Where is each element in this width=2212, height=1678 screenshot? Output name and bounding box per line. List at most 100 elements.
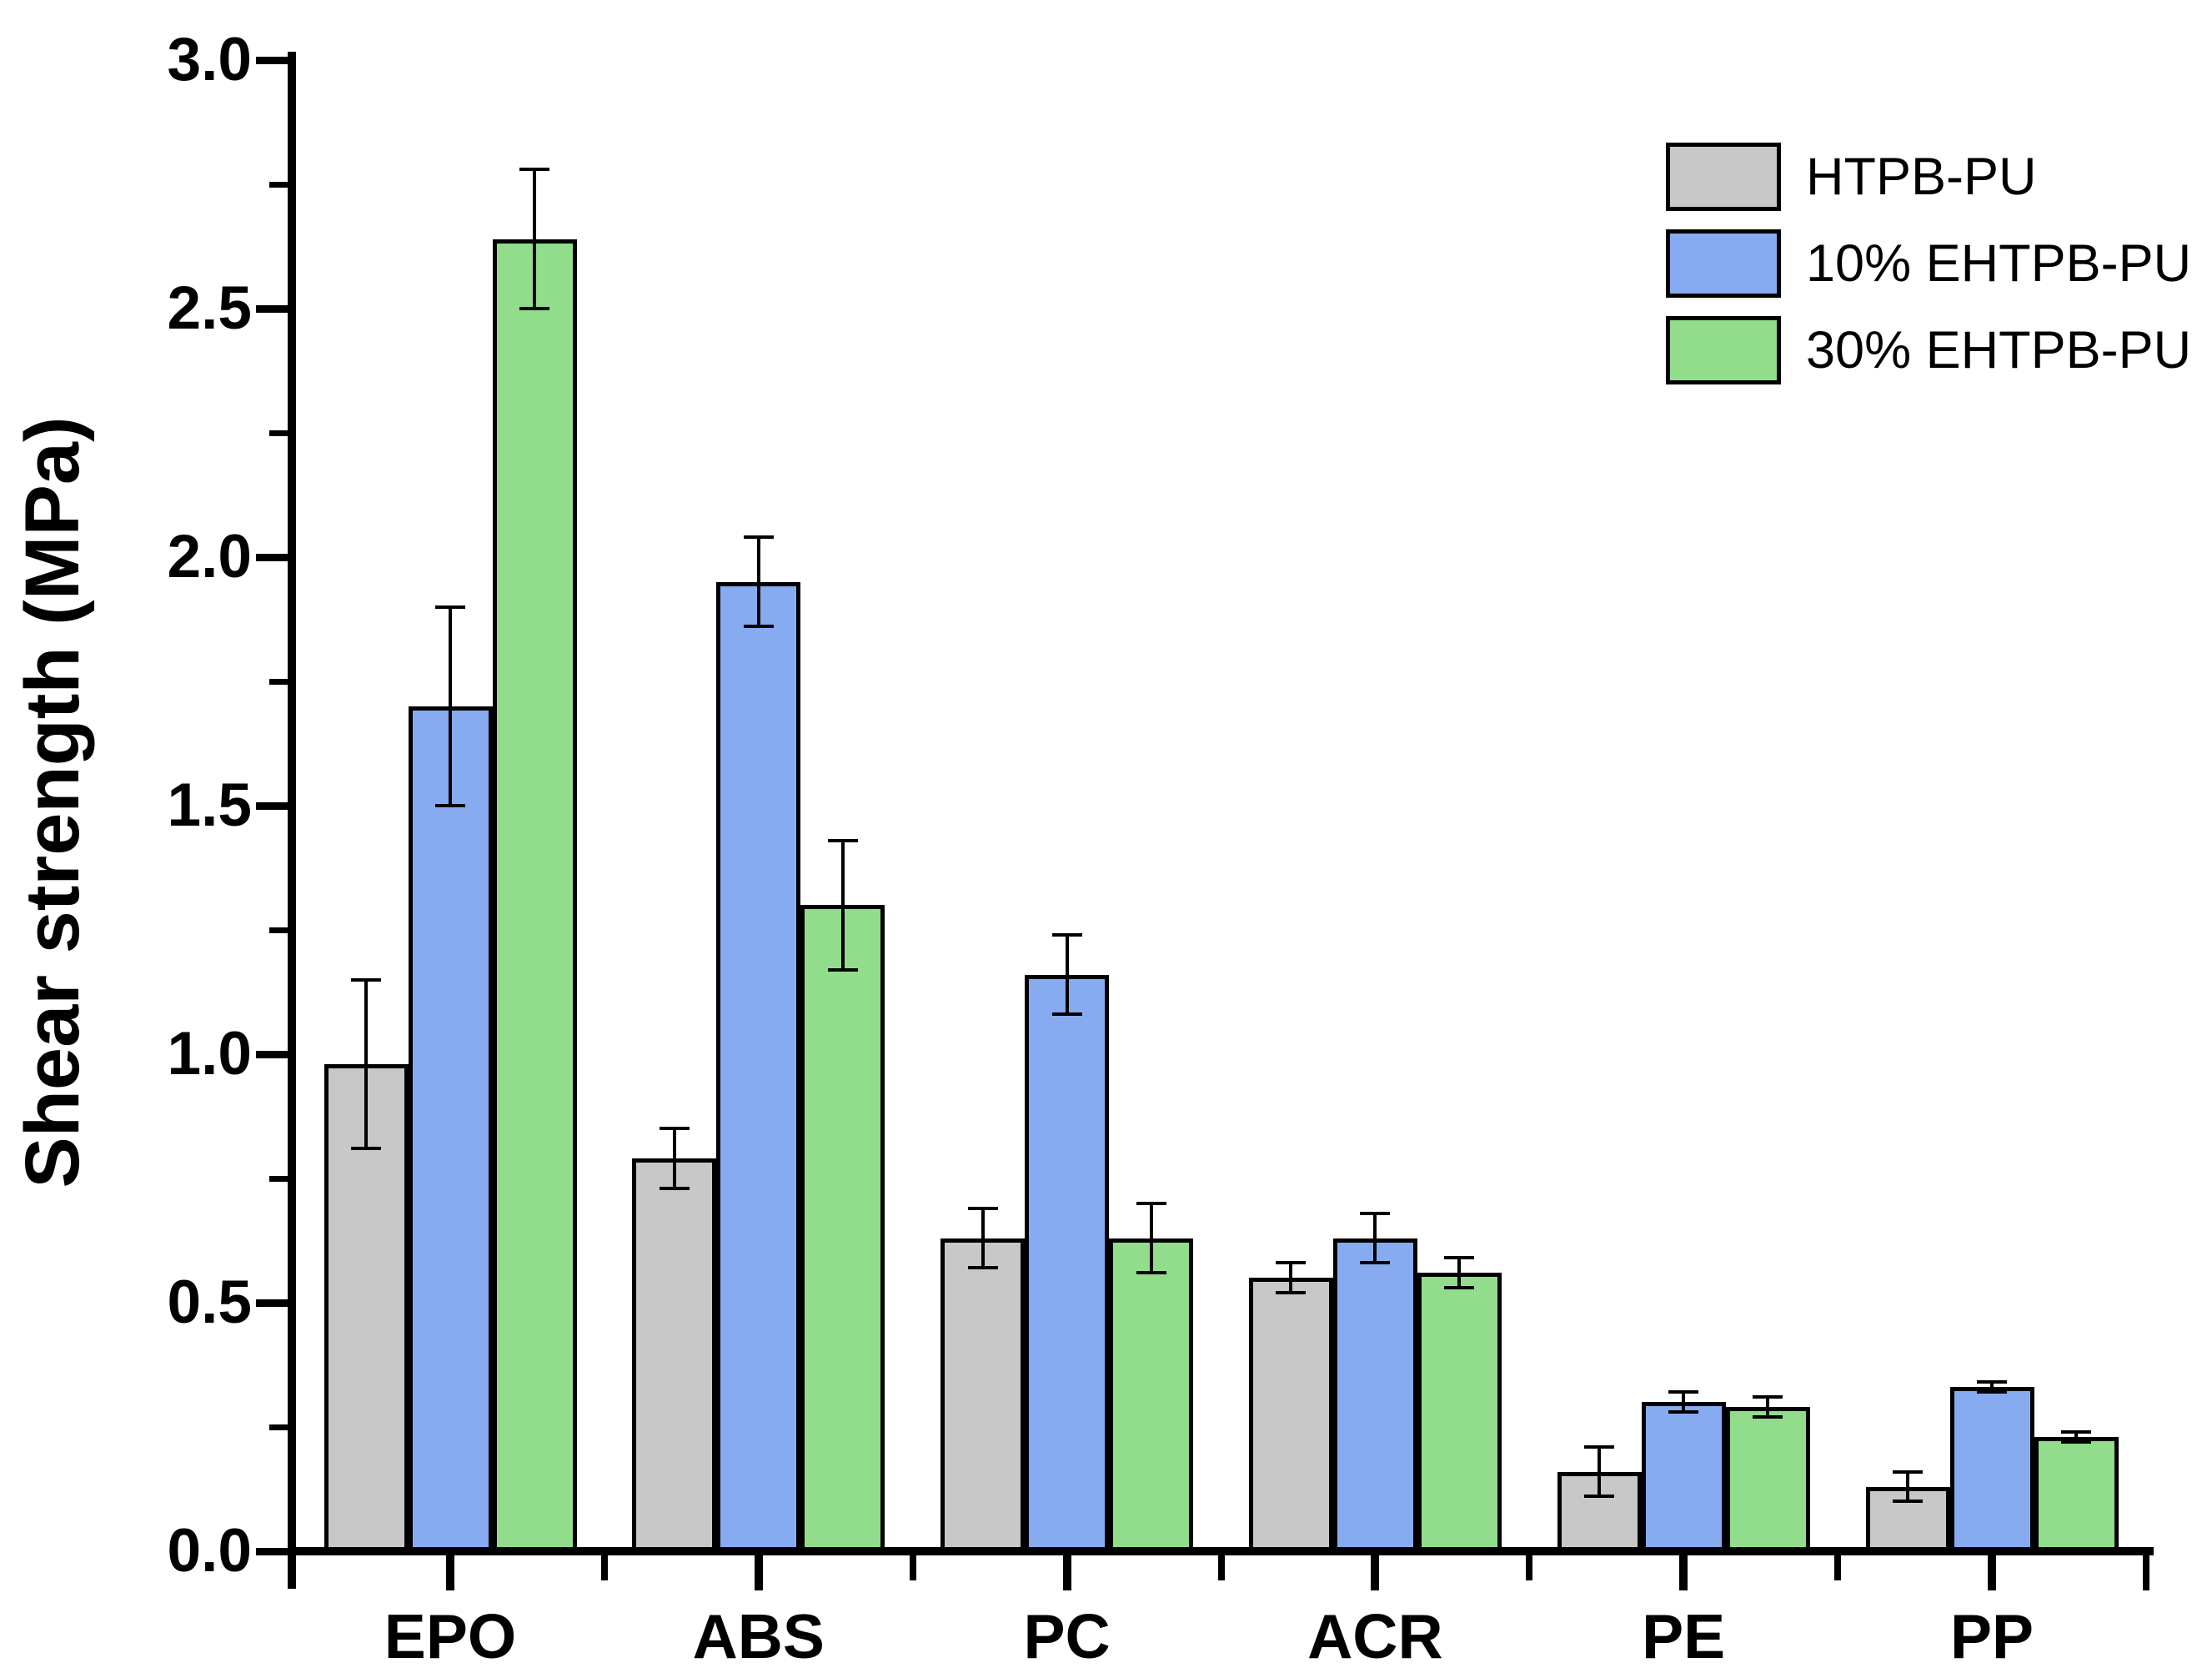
error-cap-top-PC-HTPB-PU: [967, 1206, 998, 1210]
error-bar-ACR-10% EHTPB-PU: [1373, 1213, 1377, 1264]
error-cap-bottom-PP-30% EHTPB-PU: [2061, 1439, 2091, 1444]
bar-PC-30% EHTPB-PU: [1109, 1238, 1194, 1555]
y-tick-label-2.0: 2.0: [167, 523, 252, 590]
x-minor-tick: [909, 1555, 916, 1580]
y-major-tick-2.5: [256, 304, 288, 313]
bar-ABS-10% EHTPB-PU: [716, 581, 801, 1555]
error-cap-bottom-PE-10% EHTPB-PU: [1668, 1410, 1699, 1414]
error-cap-bottom-PC-30% EHTPB-PU: [1136, 1271, 1166, 1275]
error-cap-top-ACR-30% EHTPB-PU: [1444, 1256, 1475, 1260]
x-major-tick-EPO: [446, 1555, 454, 1590]
bar-PE-30% EHTPB-PU: [1725, 1407, 1810, 1555]
y-major-tick-3.0: [256, 56, 288, 64]
legend-swatch-10-ehtpb-pu: [1666, 229, 1781, 298]
bar-PP-30% EHTPB-PU: [2034, 1436, 2119, 1555]
error-bar-PP-10% EHTPB-PU: [1990, 1382, 1994, 1393]
error-bar-PE-10% EHTPB-PU: [1682, 1392, 1686, 1413]
y-major-tick-0.0: [256, 1547, 288, 1555]
x-major-tick-PP: [1988, 1555, 1996, 1590]
y-major-tick-0.5: [256, 1299, 288, 1307]
legend-label-30-ehtpb-pu: 30% EHTPB-PU: [1806, 321, 2192, 379]
y-tick-label-0.0: 0.0: [167, 1517, 252, 1585]
error-bar-EPO-30% EHTPB-PU: [533, 169, 536, 309]
bar-ABS-HTPB-PU: [632, 1158, 717, 1555]
error-cap-top-ACR-HTPB-PU: [1276, 1261, 1307, 1265]
bar-PC-HTPB-PU: [940, 1238, 1026, 1555]
error-cap-bottom-EPO-10% EHTPB-PU: [435, 804, 465, 807]
bar-ACR-10% EHTPB-PU: [1332, 1238, 1417, 1555]
legend-item-htpb-pu: HTPB-PU: [1666, 133, 2191, 220]
x-major-tick-ACR: [1371, 1555, 1380, 1590]
error-cap-top-EPO-30% EHTPB-PU: [519, 168, 549, 172]
error-cap-bottom-ABS-30% EHTPB-PU: [827, 967, 858, 972]
error-cap-top-PP-10% EHTPB-PU: [1977, 1380, 2007, 1384]
legend-swatch-htpb-pu: [1666, 143, 1781, 211]
error-cap-bottom-PP-HTPB-PU: [1893, 1500, 1923, 1504]
y-minor-tick: [269, 678, 288, 685]
error-bar-ABS-HTPB-PU: [672, 1128, 676, 1188]
x-axis-line: [288, 1547, 2154, 1555]
error-cap-bottom-ACR-10% EHTPB-PU: [1360, 1261, 1391, 1265]
x-tick-label-PC: PC: [1023, 1601, 1111, 1671]
error-bar-PE-30% EHTPB-PU: [1766, 1397, 1770, 1418]
error-cap-bottom-EPO-30% EHTPB-PU: [519, 307, 549, 310]
y-axis-line: [288, 52, 296, 1589]
y-minor-tick: [269, 927, 288, 933]
x-minor-tick: [2142, 1555, 2149, 1590]
error-bar-ABS-10% EHTPB-PU: [756, 537, 760, 627]
y-minor-tick: [269, 1424, 288, 1430]
error-cap-top-PE-30% EHTPB-PU: [1753, 1395, 1783, 1399]
bar-PE-10% EHTPB-PU: [1641, 1402, 1726, 1555]
x-minor-tick: [1217, 1555, 1225, 1580]
error-cap-top-ACR-10% EHTPB-PU: [1360, 1211, 1391, 1215]
error-cap-top-ABS-30% EHTPB-PU: [827, 838, 858, 842]
error-cap-top-PE-HTPB-PU: [1584, 1444, 1615, 1449]
legend-label-10-ehtpb-pu: 10% EHTPB-PU: [1806, 234, 2192, 293]
error-cap-top-PE-10% EHTPB-PU: [1668, 1390, 1699, 1394]
error-bar-PC-10% EHTPB-PU: [1065, 934, 1069, 1015]
error-bar-ACR-30% EHTPB-PU: [1457, 1258, 1462, 1289]
y-tick-label-2.5: 2.5: [167, 274, 252, 342]
bar-ACR-30% EHTPB-PU: [1417, 1273, 1502, 1555]
legend-swatch-30-ehtpb-pu: [1666, 316, 1781, 384]
y-tick-label-0.5: 0.5: [167, 1269, 252, 1336]
y-major-tick-1.5: [256, 801, 288, 810]
x-tick-label-ACR: ACR: [1307, 1601, 1443, 1671]
error-cap-bottom-PE-30% EHTPB-PU: [1753, 1415, 1783, 1419]
error-cap-bottom-ACR-30% EHTPB-PU: [1444, 1286, 1475, 1290]
error-cap-top-PP-30% EHTPB-PU: [2061, 1429, 2091, 1434]
x-major-tick-PC: [1062, 1555, 1071, 1590]
y-minor-tick: [269, 1175, 288, 1182]
error-bar-PP-HTPB-PU: [1906, 1471, 1909, 1502]
error-cap-bottom-PP-10% EHTPB-PU: [1977, 1390, 2007, 1394]
y-tick-label-1.0: 1.0: [167, 1020, 252, 1088]
x-tick-label-PE: PE: [1642, 1601, 1726, 1671]
error-bar-PP-30% EHTPB-PU: [2074, 1431, 2078, 1442]
error-cap-bottom-PC-HTPB-PU: [967, 1266, 998, 1270]
error-bar-ACR-HTPB-PU: [1289, 1263, 1293, 1294]
bar-PP-10% EHTPB-PU: [1949, 1387, 2034, 1555]
bar-EPO-10% EHTPB-PU: [408, 706, 493, 1555]
y-minor-tick: [269, 430, 288, 436]
bar-PC-10% EHTPB-PU: [1025, 974, 1110, 1555]
error-bar-EPO-HTPB-PU: [364, 979, 368, 1149]
error-bar-PC-HTPB-PU: [981, 1208, 985, 1269]
error-cap-top-PC-10% EHTPB-PU: [1051, 932, 1082, 937]
y-major-tick-2.0: [256, 553, 288, 561]
x-tick-label-PP: PP: [1949, 1601, 2034, 1671]
error-bar-PC-30% EHTPB-PU: [1149, 1203, 1153, 1274]
error-cap-bottom-EPO-HTPB-PU: [351, 1147, 381, 1151]
x-major-tick-PE: [1679, 1555, 1688, 1590]
error-bar-EPO-10% EHTPB-PU: [449, 606, 452, 806]
error-cap-top-PP-HTPB-PU: [1893, 1470, 1923, 1474]
y-tick-label-3.0: 3.0: [167, 26, 252, 93]
error-cap-bottom-PC-10% EHTPB-PU: [1051, 1012, 1082, 1017]
bar-EPO-30% EHTPB-PU: [492, 239, 577, 1555]
legend-item-10-ehtpb-pu: 10% EHTPB-PU: [1666, 220, 2191, 307]
legend: HTPB-PU 10% EHTPB-PU 30% EHTPB-PU: [1666, 133, 2191, 394]
legend-label-htpb-pu: HTPB-PU: [1806, 148, 2037, 206]
error-cap-bottom-ACR-HTPB-PU: [1276, 1291, 1307, 1295]
x-minor-tick: [1526, 1555, 1533, 1580]
x-major-tick-ABS: [754, 1555, 763, 1590]
